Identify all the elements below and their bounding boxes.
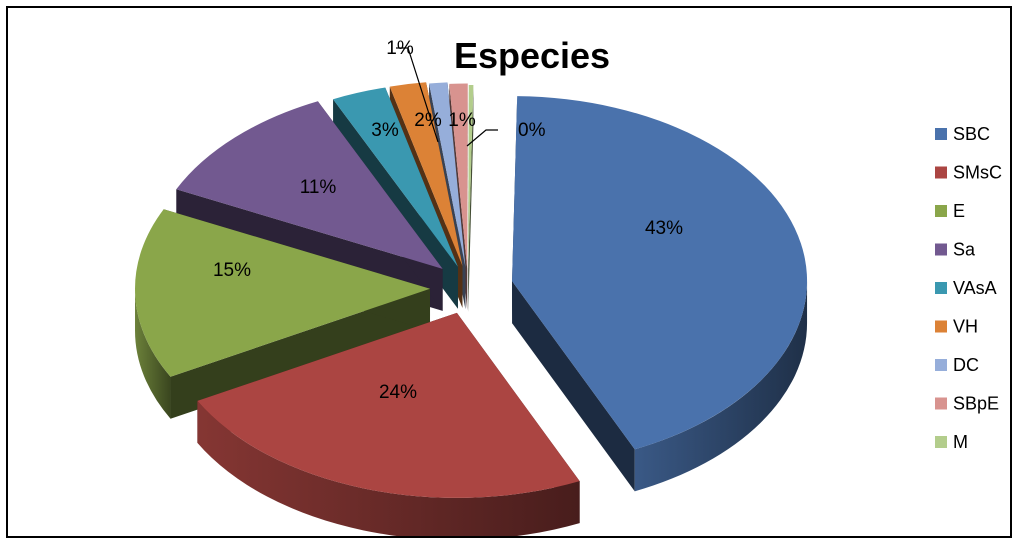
data-label-sbpe: 1%	[448, 110, 476, 131]
slice-side	[135, 288, 171, 419]
slice-side	[634, 281, 808, 492]
legend-swatch-sbc	[935, 128, 947, 140]
slice-wall	[170, 288, 431, 419]
slice-top	[135, 209, 431, 377]
legend-swatch-m	[935, 436, 947, 448]
legend-label-smsc: SMsC	[953, 163, 1002, 183]
slice-top	[429, 82, 466, 268]
slice-side	[197, 400, 580, 536]
legend-label-sa: Sa	[953, 240, 976, 260]
leader-line-dc	[396, 47, 439, 143]
legend-swatch-smsc	[935, 166, 947, 179]
legend-swatch-sa	[935, 243, 947, 256]
data-label-sbc: 43%	[645, 218, 683, 239]
slice-top	[512, 96, 808, 450]
legend-label-sbpe: SBpE	[953, 394, 999, 414]
legend-swatch-sbpe	[935, 397, 947, 410]
legend-swatch-vasa	[935, 282, 947, 294]
legend-swatch-vh	[935, 320, 947, 333]
chart-frame: Especies 43% 24% 15% 11% 3% 2% 1% 1% 0% SBC SMsC E…	[6, 6, 1012, 538]
legend-swatch-dc	[935, 359, 947, 371]
data-label-m: 0%	[518, 120, 546, 141]
slice-top	[468, 85, 474, 271]
legend-label-vasa: VAsA	[953, 278, 997, 298]
slice-smsc	[197, 312, 580, 536]
legend-label-vh: VH	[953, 317, 978, 337]
slice-top	[197, 312, 580, 498]
legend-swatch-e	[935, 205, 947, 217]
pie-slices	[135, 82, 808, 536]
slice-top	[333, 87, 458, 267]
data-label-sa: 11%	[300, 177, 337, 198]
legend-label-dc: DC	[953, 355, 979, 375]
slice-top	[389, 82, 463, 266]
data-label-vh: 2%	[414, 110, 442, 131]
legend: SBC SMsC E Sa VAsA VH DC SBpE M	[935, 124, 1002, 452]
data-labels: 43%24%15%11%3% 2%1%1% 0%	[213, 38, 683, 403]
slice-sbc	[512, 96, 808, 492]
slice-wall	[512, 281, 635, 492]
data-label-e: 15%	[213, 260, 251, 281]
slice-top	[449, 83, 468, 269]
data-label-smsc: 24%	[379, 382, 417, 403]
slice-wall	[467, 83, 468, 311]
slice-top	[176, 101, 443, 269]
slice-e	[135, 209, 431, 419]
data-label-vasa: 3%	[371, 120, 399, 141]
leader-line-m	[466, 129, 498, 147]
legend-label-e: E	[953, 201, 965, 221]
legend-label-sbc: SBC	[953, 124, 990, 144]
legend-label-m: M	[953, 432, 968, 452]
pie-chart: Especies 43%24%15%11%3% 2%1%1% 0% SBCSMsCE…	[135, 35, 1002, 536]
chart-title: Especies	[454, 35, 610, 76]
